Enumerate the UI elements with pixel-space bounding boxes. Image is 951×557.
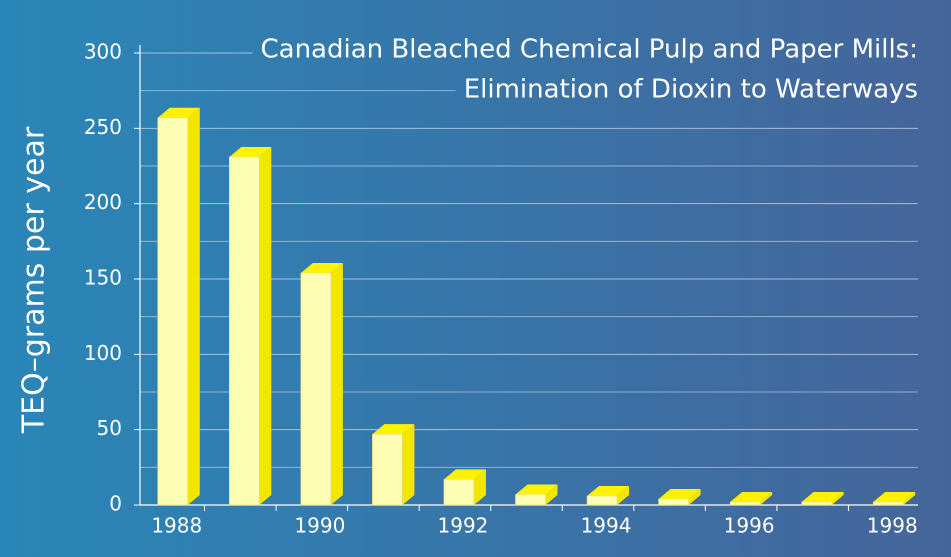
- x-tick-label: 1996: [724, 514, 775, 538]
- bar: [157, 117, 189, 506]
- bar-side: [187, 107, 200, 505]
- bar-side: [545, 484, 558, 505]
- bar-side: [259, 146, 272, 505]
- bar-side: [402, 424, 415, 505]
- bar-top: [587, 485, 630, 496]
- x-tick-label: 1994: [581, 514, 632, 538]
- chart-title: Elimination of Dioxin to Waterways: [464, 75, 918, 105]
- bar: [658, 498, 689, 506]
- bar-top: [157, 107, 200, 118]
- bar: [300, 272, 332, 506]
- bar-top: [730, 491, 773, 502]
- bar-side: [903, 491, 916, 505]
- bar-side: [473, 469, 486, 505]
- bar: [229, 156, 260, 506]
- bar-side: [617, 485, 630, 505]
- bar-side: [760, 491, 773, 505]
- bar: [372, 433, 403, 506]
- bar-side: [688, 488, 701, 505]
- bar-top: [300, 262, 343, 273]
- bar-top: [443, 469, 486, 480]
- y-tick-label: 300: [84, 40, 122, 64]
- bar: [443, 479, 475, 506]
- x-tick-label: 1990: [294, 514, 345, 538]
- plot: 0 50 100 150 200 250 300 1988 1990 1992 1994 1996 19…: [84, 40, 918, 538]
- y-tick-label: 200: [84, 190, 122, 214]
- x-tick-label: 1998: [867, 514, 918, 538]
- bar: [801, 501, 832, 506]
- y-tick-label: 100: [84, 341, 122, 365]
- bar-side: [330, 262, 343, 505]
- y-tick-label: 250: [84, 115, 122, 139]
- bar-top: [515, 484, 558, 495]
- x-tick-label: 1988: [151, 514, 202, 538]
- bar-side: [831, 491, 844, 505]
- y-tick-label: 150: [84, 266, 122, 290]
- y-axis-label: TEQ–grams per year: [17, 126, 52, 434]
- x-tick-label: 1992: [438, 514, 489, 538]
- bar: [515, 494, 546, 506]
- bar: [872, 501, 904, 506]
- bar-top: [801, 491, 844, 502]
- y-tick-label: 0: [109, 492, 122, 516]
- bar-top: [229, 146, 272, 157]
- bar-top: [873, 491, 916, 502]
- bar-top: [658, 488, 701, 499]
- y-tick-label: 50: [97, 416, 122, 440]
- bar: [729, 501, 761, 506]
- bar-top: [372, 424, 415, 435]
- chart-title: Canadian Bleached Chemical Pulp and Pape…: [260, 35, 918, 65]
- bar: [586, 495, 618, 506]
